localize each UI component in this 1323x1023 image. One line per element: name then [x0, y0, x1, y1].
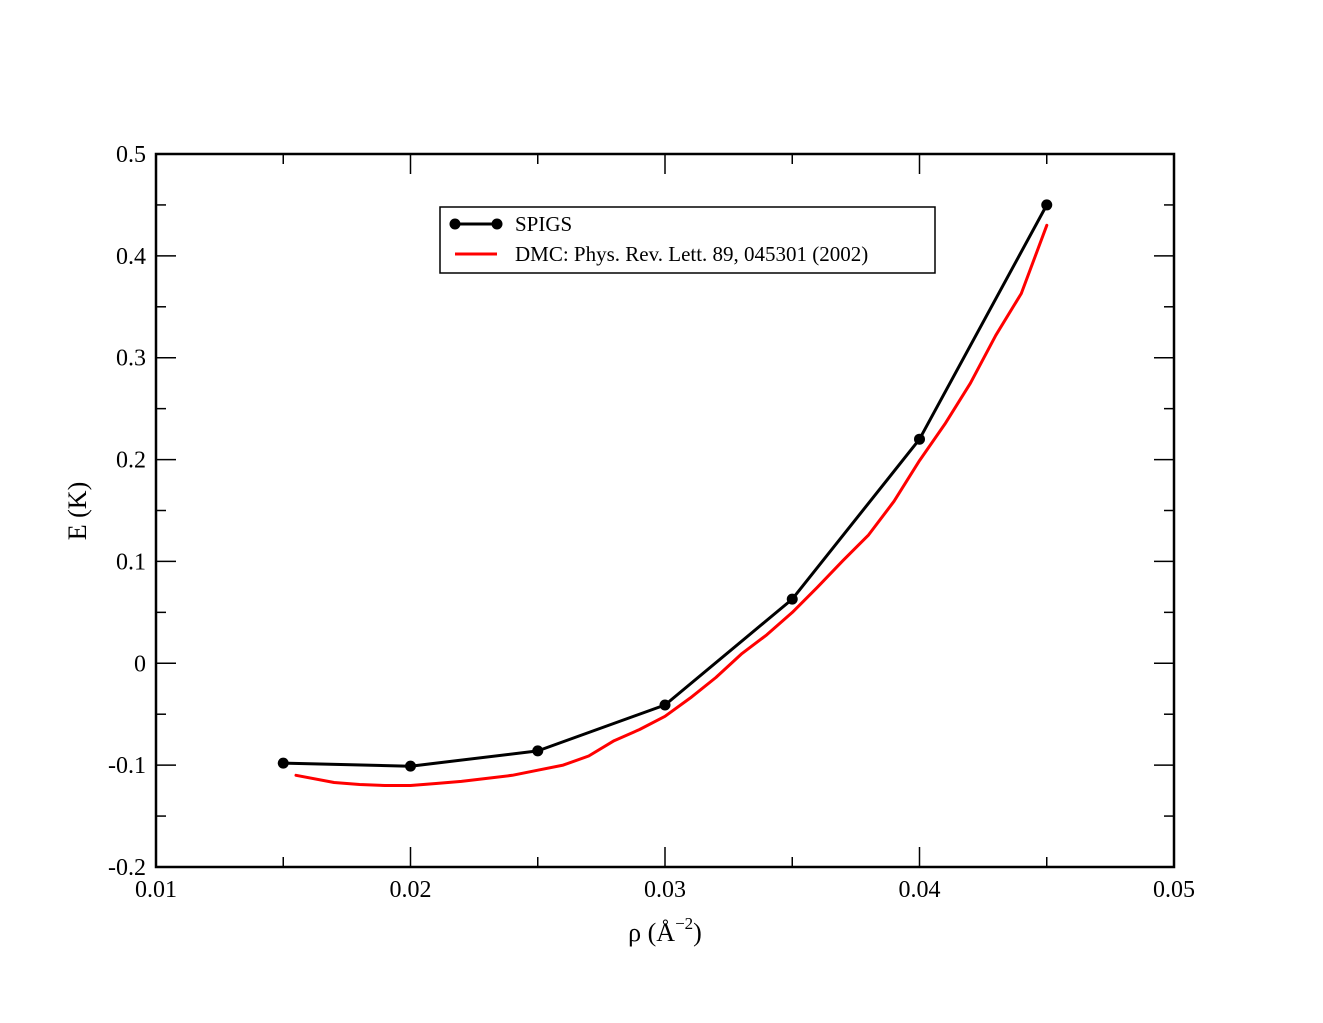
- x-tick-label: 0.02: [390, 877, 432, 903]
- x-tick-label: 0.05: [1153, 877, 1195, 903]
- x-tick-label: 0.03: [644, 877, 686, 903]
- series-line-dmc: [294, 223, 1049, 787]
- legend-box: [439, 206, 936, 274]
- legend-label-spigs: SPIGS: [515, 212, 572, 236]
- y-tick-label: 0.4: [116, 244, 146, 270]
- x-axis-title-close: ): [693, 918, 702, 947]
- legend-label-dmc: DMC: Phys. Rev. Lett. 89, 045301 (2002): [515, 242, 868, 266]
- spigs-data-point: [532, 745, 544, 757]
- x-axis-ticks: 0.01 0.02 0.03 0.04 0.05: [135, 154, 1195, 903]
- y-tick-label: 0.3: [116, 346, 146, 372]
- x-axis-title: ρ (Å−2): [628, 914, 702, 947]
- spigs-data-point: [1041, 199, 1053, 211]
- series-line-spigs: [281, 203, 1049, 768]
- legend-marker-spigs-left: [449, 218, 461, 230]
- y-tick-label: 0.5: [116, 142, 146, 168]
- y-tick-label: 0.2: [116, 448, 146, 474]
- x-tick-label: 0.04: [899, 877, 941, 903]
- x-tick-label: 0.01: [135, 877, 177, 903]
- spigs-data-point: [659, 699, 671, 711]
- legend-marker-spigs-right: [491, 218, 503, 230]
- spigs-data-point: [914, 433, 925, 445]
- series-layer: [277, 199, 1053, 787]
- spigs-data-point: [277, 757, 289, 769]
- y-tick-label: -0.1: [108, 753, 146, 779]
- x-axis-title-main: ρ (Å: [628, 918, 675, 947]
- spigs-data-point: [405, 760, 416, 772]
- y-axis-ticks: -0.2 -0.1 0 0.1 0.2 0.3 0.4 0.5: [108, 142, 1174, 881]
- legend: SPIGS DMC: Phys. Rev. Lett. 89, 045301 (…: [439, 206, 936, 274]
- x-axis-title-exponent: −2: [675, 914, 693, 933]
- y-axis-title: E (K): [63, 482, 92, 540]
- spigs-data-point: [786, 593, 798, 605]
- y-tick-label: -0.2: [108, 855, 146, 881]
- y-tick-label: 0.1: [116, 549, 146, 575]
- y-tick-label: 0: [134, 651, 146, 677]
